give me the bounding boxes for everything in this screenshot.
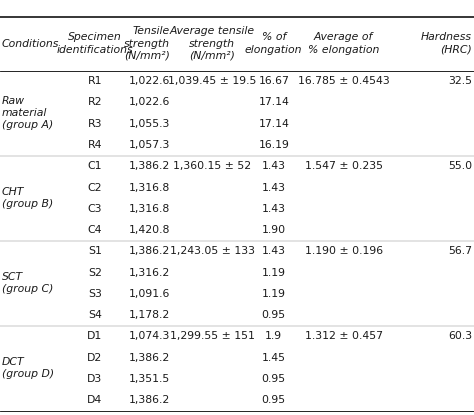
Text: 1,074.3: 1,074.3: [128, 332, 170, 342]
Text: 0.95: 0.95: [262, 310, 286, 320]
Text: 1,386.2: 1,386.2: [128, 395, 170, 405]
Text: 16.67: 16.67: [258, 76, 289, 86]
Text: S3: S3: [88, 289, 102, 299]
Text: 1.90: 1.90: [262, 225, 286, 235]
Text: 1.43: 1.43: [262, 183, 286, 193]
Text: 32.5: 32.5: [448, 76, 472, 86]
Text: 1,022.6: 1,022.6: [128, 98, 170, 107]
Text: % of
elongation: % of elongation: [245, 32, 302, 55]
Text: Specimen
identifications: Specimen identifications: [56, 32, 133, 55]
Text: 1,039.45 ± 19.5: 1,039.45 ± 19.5: [168, 76, 256, 86]
Text: 1.43: 1.43: [262, 247, 286, 256]
Text: Raw
material
(group A): Raw material (group A): [2, 96, 53, 130]
Text: R2: R2: [88, 98, 102, 107]
Text: S2: S2: [88, 268, 102, 278]
Text: C3: C3: [88, 204, 102, 214]
Text: 60.3: 60.3: [448, 332, 472, 342]
Text: 1,178.2: 1,178.2: [128, 310, 170, 320]
Text: R4: R4: [88, 140, 102, 150]
Text: 17.14: 17.14: [258, 98, 289, 107]
Text: 56.7: 56.7: [448, 247, 472, 256]
Text: 1,091.6: 1,091.6: [128, 289, 170, 299]
Text: 1,022.6: 1,022.6: [128, 76, 170, 86]
Text: C1: C1: [88, 161, 102, 171]
Text: Average of
% elongation: Average of % elongation: [308, 32, 379, 55]
Text: 1.312 ± 0.457: 1.312 ± 0.457: [305, 332, 383, 342]
Text: 1,055.3: 1,055.3: [128, 119, 170, 129]
Text: 0.95: 0.95: [262, 374, 286, 384]
Text: 17.14: 17.14: [258, 119, 289, 129]
Text: CHT
(group B): CHT (group B): [2, 187, 53, 209]
Text: R3: R3: [88, 119, 102, 129]
Text: 1.43: 1.43: [262, 204, 286, 214]
Text: S4: S4: [88, 310, 102, 320]
Text: Conditions: Conditions: [2, 39, 59, 49]
Text: 1.547 ± 0.235: 1.547 ± 0.235: [305, 161, 383, 171]
Text: 1,360.15 ± 52: 1,360.15 ± 52: [173, 161, 251, 171]
Text: 1,316.8: 1,316.8: [128, 183, 170, 193]
Text: R1: R1: [88, 76, 102, 86]
Text: DCT
(group D): DCT (group D): [2, 357, 54, 379]
Text: 16.19: 16.19: [258, 140, 289, 150]
Text: Average tensile
strength
(N/mm²): Average tensile strength (N/mm²): [170, 26, 255, 61]
Text: D3: D3: [87, 374, 102, 384]
Text: C2: C2: [88, 183, 102, 193]
Text: D1: D1: [87, 332, 102, 342]
Text: 1,420.8: 1,420.8: [128, 225, 170, 235]
Text: 1.190 ± 0.196: 1.190 ± 0.196: [305, 247, 383, 256]
Text: 1,386.2: 1,386.2: [128, 247, 170, 256]
Text: 55.0: 55.0: [448, 161, 472, 171]
Text: 1,386.2: 1,386.2: [128, 161, 170, 171]
Text: 1.19: 1.19: [262, 289, 286, 299]
Text: 1,057.3: 1,057.3: [128, 140, 170, 150]
Text: 0.95: 0.95: [262, 395, 286, 405]
Text: D2: D2: [87, 353, 102, 363]
Text: 16.785 ± 0.4543: 16.785 ± 0.4543: [298, 76, 390, 86]
Text: Tensile
strength
(N/mm²): Tensile strength (N/mm²): [124, 26, 170, 61]
Text: S1: S1: [88, 247, 102, 256]
Text: 1,316.8: 1,316.8: [128, 204, 170, 214]
Text: Hardness
(HRC): Hardness (HRC): [421, 32, 472, 55]
Text: D4: D4: [87, 395, 102, 405]
Text: 1,299.55 ± 151: 1,299.55 ± 151: [170, 332, 255, 342]
Text: 1.43: 1.43: [262, 161, 286, 171]
Text: 1,316.2: 1,316.2: [128, 268, 170, 278]
Text: 1.19: 1.19: [262, 268, 286, 278]
Text: 1.45: 1.45: [262, 353, 286, 363]
Text: 1.9: 1.9: [265, 332, 283, 342]
Text: SCT
(group C): SCT (group C): [2, 272, 53, 294]
Text: 1,243.05 ± 133: 1,243.05 ± 133: [170, 247, 255, 256]
Text: C4: C4: [88, 225, 102, 235]
Text: 1,386.2: 1,386.2: [128, 353, 170, 363]
Text: 1,351.5: 1,351.5: [128, 374, 170, 384]
